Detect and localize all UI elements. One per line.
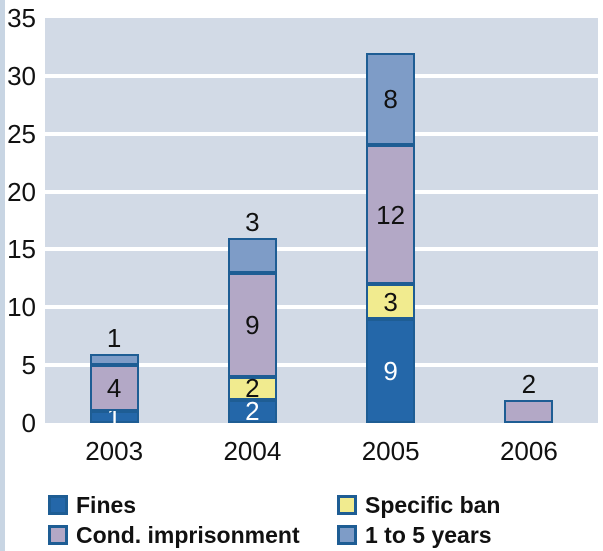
gridline	[45, 73, 598, 78]
bar-segment: 8	[366, 52, 416, 146]
y-axis-tick-label: 5	[21, 350, 36, 381]
bar-segment: 3	[366, 284, 416, 319]
bar-segment	[89, 353, 139, 366]
x-axis-category-label: 2006	[499, 436, 558, 466]
bar-segment: 1	[89, 404, 139, 430]
gridline	[45, 305, 598, 310]
bar-segment: 4	[89, 365, 139, 412]
bar-top-value: 1	[106, 322, 122, 353]
legend-item: Fines	[48, 491, 337, 519]
y-axis-tick-label: 25	[7, 118, 36, 149]
legend-swatch	[48, 495, 68, 515]
x-axis-category-label: 2003	[85, 436, 144, 466]
bar-segment-value: 2	[245, 373, 260, 404]
bar-segment-value: 9	[245, 309, 260, 340]
gridline	[45, 131, 598, 136]
bar-segment-value: 2	[245, 396, 260, 427]
page-edge-strip	[0, 0, 5, 551]
bar-top-value: 2	[521, 368, 537, 399]
y-axis-tick-label: 30	[7, 60, 36, 91]
legend-label: Fines	[76, 492, 137, 518]
bar-segment-value: 3	[383, 286, 398, 317]
bar-segment	[504, 399, 554, 423]
y-axis-tick-label: 10	[7, 292, 36, 323]
bar-segment: 12	[366, 145, 416, 285]
legend-item: 1 to 5 years	[337, 521, 500, 549]
bar-segment-value: 4	[106, 373, 122, 404]
bar-top-value: 3	[245, 206, 260, 237]
legend-label: Cond. imprisonment	[76, 522, 300, 548]
bar-segment-value: 9	[383, 355, 398, 386]
y-axis-tick-label: 20	[7, 176, 36, 207]
bar-segment-value: 8	[383, 84, 398, 115]
y-axis-tick-label: 35	[7, 3, 36, 33]
legend-item: Cond. imprisonment	[48, 521, 337, 549]
gridline	[45, 363, 598, 368]
x-axis-category-label: 2004	[223, 436, 282, 466]
bar-segment	[227, 237, 277, 273]
legend-swatch	[337, 495, 357, 515]
gridline	[45, 189, 598, 194]
legend: Fines Specific ban Cond. imprisonment 1 to …	[48, 491, 500, 549]
plot-area: 1 4 1 2 2 9 3 9 3 12 8 2	[45, 18, 598, 430]
x-axis-category-label: 2005	[361, 436, 420, 466]
bar-segment: 9	[227, 272, 277, 377]
legend-swatch	[48, 525, 68, 545]
legend-label: Specific ban	[365, 492, 501, 518]
bar-segment-value: 12	[376, 199, 406, 230]
gridline	[45, 247, 598, 252]
bar-segment: 2	[227, 396, 277, 427]
legend-label: 1 to 5 years	[365, 522, 492, 548]
bar-segment: 9	[366, 318, 416, 423]
legend-item: Specific ban	[337, 491, 500, 519]
legend-swatch	[337, 525, 357, 545]
bar-segment: 2	[227, 373, 277, 404]
y-axis-tick-label: 0	[21, 408, 36, 438]
y-axis-tick-label: 15	[7, 234, 36, 265]
